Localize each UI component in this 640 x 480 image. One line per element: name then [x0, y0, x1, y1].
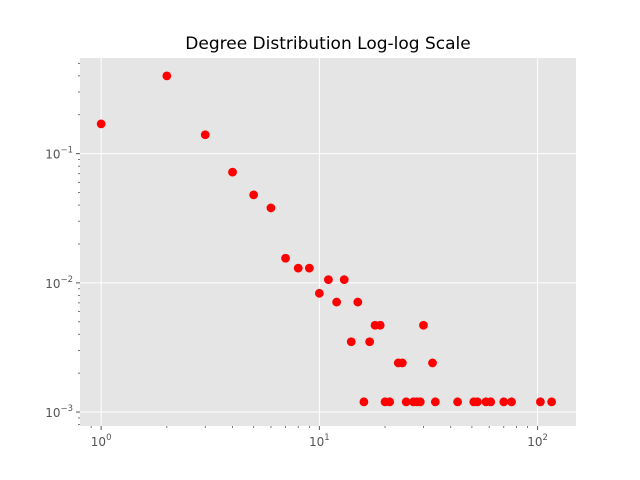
data-point: [359, 397, 369, 407]
data-point: [339, 275, 349, 284]
data-point: [473, 397, 482, 407]
data-point: [323, 275, 333, 284]
data-point: [430, 397, 440, 407]
data-point: [365, 337, 375, 347]
points-layer: [96, 71, 557, 407]
tick-layer: 100 101 102 10−3 10−2 10−1: [45, 62, 548, 449]
data-point: [314, 288, 324, 298]
x-tick-label: 100: [91, 433, 112, 449]
data-point: [249, 190, 259, 200]
data-point: [281, 253, 290, 263]
data-point: [385, 397, 395, 407]
data-point: [401, 397, 411, 407]
data-point: [547, 397, 557, 407]
data-point: [453, 397, 462, 407]
data-point: [96, 119, 106, 129]
data-point: [397, 358, 407, 368]
y-tick-label: 10−2: [45, 275, 73, 291]
data-point: [486, 397, 496, 407]
y-tick-label: 10−1: [45, 146, 73, 162]
x-tick-label: 101: [309, 433, 330, 449]
x-tick-label: 102: [527, 433, 548, 449]
y-tick-label: 10−3: [45, 404, 73, 420]
data-point: [499, 397, 509, 407]
data-point: [228, 167, 237, 177]
data-point: [507, 397, 516, 407]
data-point: [419, 320, 428, 330]
plot-background: [80, 58, 576, 426]
data-point: [415, 397, 425, 407]
data-point: [375, 320, 385, 330]
data-point: [346, 337, 356, 347]
data-point: [293, 263, 303, 273]
data-point: [353, 297, 363, 307]
data-point: [266, 203, 276, 213]
chart-title: Degree Distribution Log-log Scale: [185, 34, 470, 54]
data-point: [200, 130, 210, 140]
data-point: [162, 71, 172, 81]
data-point: [535, 397, 545, 407]
data-point: [428, 358, 437, 368]
data-point: [332, 297, 342, 307]
data-point: [304, 263, 314, 273]
